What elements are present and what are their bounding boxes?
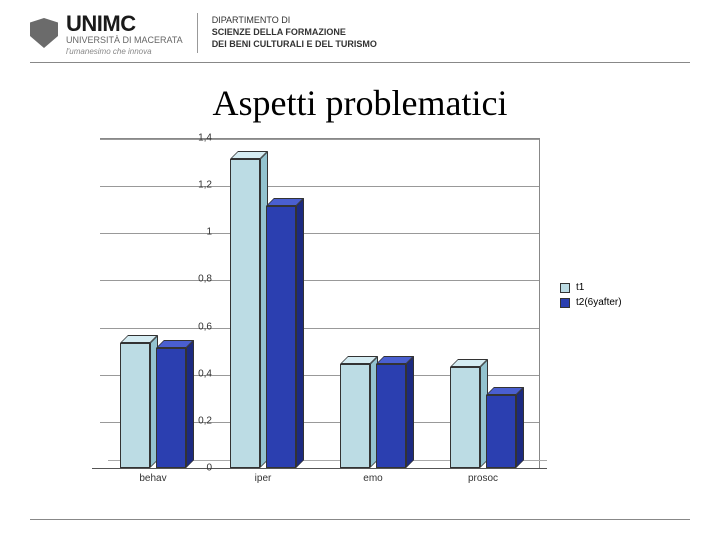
legend-item: t1	[560, 282, 650, 293]
rule-bottom	[30, 519, 690, 520]
floor-front	[92, 468, 547, 469]
gridline	[100, 328, 539, 329]
gridline	[100, 139, 539, 140]
dept-line1: DIPARTIMENTO DI	[212, 15, 377, 27]
y-tick-label: 0,6	[198, 321, 212, 332]
bar	[450, 367, 480, 468]
uni-name: UNIMC	[66, 11, 183, 37]
legend-swatch	[560, 298, 570, 308]
chart: t1t2(6yafter) 00,20,40,60,811,21,4behavi…	[60, 138, 660, 498]
bar	[486, 395, 516, 468]
vertical-divider	[197, 13, 198, 53]
legend-label: t1	[576, 282, 584, 293]
dept-line2: SCIENZE DELLA FORMAZIONE	[212, 27, 377, 39]
legend: t1 t2(6yafter)	[560, 278, 650, 312]
x-tick-label: emo	[363, 473, 382, 484]
gridline	[100, 233, 539, 234]
gridline	[100, 186, 539, 187]
legend-item: t2(6yafter)	[560, 297, 650, 308]
department-block: DIPARTIMENTO DI SCIENZE DELLA FORMAZIONE…	[212, 15, 377, 50]
y-tick-label: 0,8	[198, 274, 212, 285]
dept-line3: DEI BENI CULTURALI E DEL TURISMO	[212, 39, 377, 51]
logo-block: UNIMC UNIVERSITÀ DI MACERATA l'umanesimo…	[30, 11, 183, 56]
x-tick-label: iper	[255, 473, 272, 484]
y-tick-label: 0	[206, 463, 212, 474]
y-tick-label: 1,4	[198, 133, 212, 144]
x-tick-label: behav	[139, 473, 166, 484]
page-title: Aspetti problematici	[0, 82, 720, 124]
y-tick-label: 0,4	[198, 368, 212, 379]
gridline	[100, 280, 539, 281]
plot-area	[100, 138, 540, 468]
y-tick-label: 1	[206, 227, 212, 238]
x-tick-label: prosoc	[468, 473, 498, 484]
bar	[376, 364, 406, 468]
bar	[120, 343, 150, 468]
uni-sub: UNIVERSITÀ DI MACERATA	[66, 35, 183, 45]
uni-tagline: l'umanesimo che innova	[66, 47, 183, 56]
bar	[156, 348, 186, 468]
bar	[266, 206, 296, 468]
shield-icon	[30, 18, 58, 48]
rule-top	[30, 62, 690, 63]
y-tick-label: 0,2	[198, 415, 212, 426]
header: UNIMC UNIVERSITÀ DI MACERATA l'umanesimo…	[30, 8, 690, 58]
bar	[230, 159, 260, 468]
legend-label: t2(6yafter)	[576, 297, 622, 308]
y-tick-label: 1,2	[198, 180, 212, 191]
legend-swatch	[560, 283, 570, 293]
bar	[340, 364, 370, 468]
